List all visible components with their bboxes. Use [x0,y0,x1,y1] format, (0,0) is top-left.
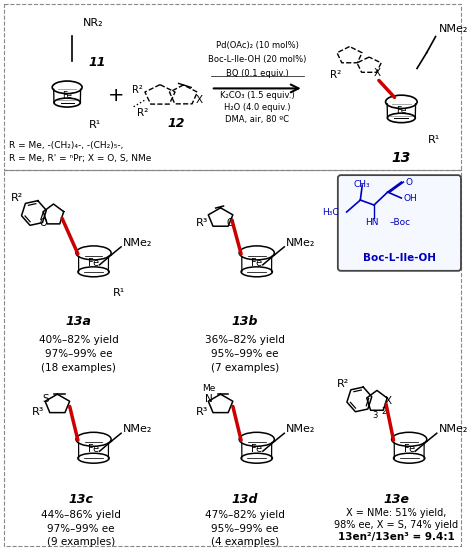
Text: Fe: Fe [88,444,99,454]
Text: 13b: 13b [232,315,258,328]
Text: 13a: 13a [66,315,92,328]
Text: O: O [405,178,412,187]
Text: H₂O (4.0 equiv.): H₂O (4.0 equiv.) [224,103,291,112]
Text: X: X [385,396,392,406]
Text: +: + [108,86,124,105]
Text: NMe₂: NMe₂ [438,24,468,33]
Text: 3: 3 [372,411,378,420]
Text: Fe: Fe [251,444,262,454]
Text: –Boc: –Boc [390,219,411,227]
Text: R¹: R¹ [89,120,101,130]
Text: Fe: Fe [404,444,415,454]
Text: Pd(OAc)₂ (10 mol%): Pd(OAc)₂ (10 mol%) [216,41,299,50]
Text: X = NMe: 51% yield,: X = NMe: 51% yield, [346,508,447,518]
Text: NMe₂: NMe₂ [123,238,153,248]
Text: NMe₂: NMe₂ [439,424,468,434]
Text: X: X [374,69,381,79]
Text: N: N [205,394,213,405]
Text: R²: R² [11,193,23,203]
Text: R³: R³ [195,407,208,417]
Text: NMe₂: NMe₂ [286,238,316,248]
Text: R = Me, -(CH₂)₄-, -(CH₂)₅-,: R = Me, -(CH₂)₄-, -(CH₂)₅-, [9,141,123,150]
FancyBboxPatch shape [338,175,461,271]
Text: NMe₂: NMe₂ [286,424,316,434]
Text: 97%–99% ee: 97%–99% ee [47,524,115,534]
Text: 98% ee, X = S, 74% yield: 98% ee, X = S, 74% yield [335,520,458,530]
Text: BQ (0.1 equiv.): BQ (0.1 equiv.) [226,69,289,78]
Text: (7 examples): (7 examples) [211,362,279,373]
Text: NR₂: NR₂ [83,18,103,27]
Text: O: O [40,218,47,228]
Text: X: X [195,96,203,105]
Text: 95%–99% ee: 95%–99% ee [211,349,279,358]
Text: OH: OH [403,194,417,203]
Text: Boc-L-Ile-OH: Boc-L-Ile-OH [363,253,436,263]
Text: 11: 11 [89,56,106,69]
Text: Fe: Fe [62,91,72,100]
Text: 13: 13 [392,151,411,165]
Text: H₃C: H₃C [322,208,339,216]
Text: Boc-L-Ile-OH (20 mol%): Boc-L-Ile-OH (20 mol%) [208,55,306,64]
Text: 13c: 13c [68,492,93,506]
Text: 13d: 13d [232,492,258,506]
Text: R³: R³ [195,218,208,228]
Text: K₂CO₃ (1.5 equiv.): K₂CO₃ (1.5 equiv.) [220,91,295,100]
Text: 13e: 13e [383,492,410,506]
Text: DMA, air, 80 ºC: DMA, air, 80 ºC [225,115,289,124]
Text: Me: Me [202,384,216,393]
Text: R = Me, R' = ⁿPr; X = O, S, NMe: R = Me, R' = ⁿPr; X = O, S, NMe [9,154,151,163]
Text: R²: R² [330,70,341,81]
Text: (18 examples): (18 examples) [41,362,116,373]
Text: 2: 2 [381,407,386,416]
Text: R¹: R¹ [113,288,125,298]
Text: R²: R² [337,379,349,389]
Text: R²: R² [137,108,148,119]
Text: 36%–82% yield: 36%–82% yield [205,334,285,345]
Text: 40%–82% yield: 40%–82% yield [39,334,119,345]
Text: 47%–82% yield: 47%–82% yield [205,510,285,520]
Text: Fe: Fe [251,258,262,268]
Text: R²: R² [132,86,143,96]
Text: (4 examples): (4 examples) [211,537,279,547]
Text: 12: 12 [168,117,185,130]
Text: NMe₂: NMe₂ [123,424,153,434]
Text: HN: HN [365,219,379,227]
Text: O: O [227,218,234,228]
Text: R³: R³ [32,407,45,417]
Text: Fe: Fe [396,106,407,115]
Text: CH₃: CH₃ [354,180,371,189]
Text: 95%–99% ee: 95%–99% ee [211,524,279,534]
Text: S: S [42,394,49,405]
Text: 97%–99% ee: 97%–99% ee [45,349,113,358]
Text: 13en²/13en³ = 9.4:1: 13en²/13en³ = 9.4:1 [338,532,455,542]
Text: (9 examples): (9 examples) [47,537,115,547]
Text: R¹: R¹ [428,135,440,145]
Text: Fe: Fe [88,258,99,268]
Text: 44%–86% yield: 44%–86% yield [41,510,121,520]
